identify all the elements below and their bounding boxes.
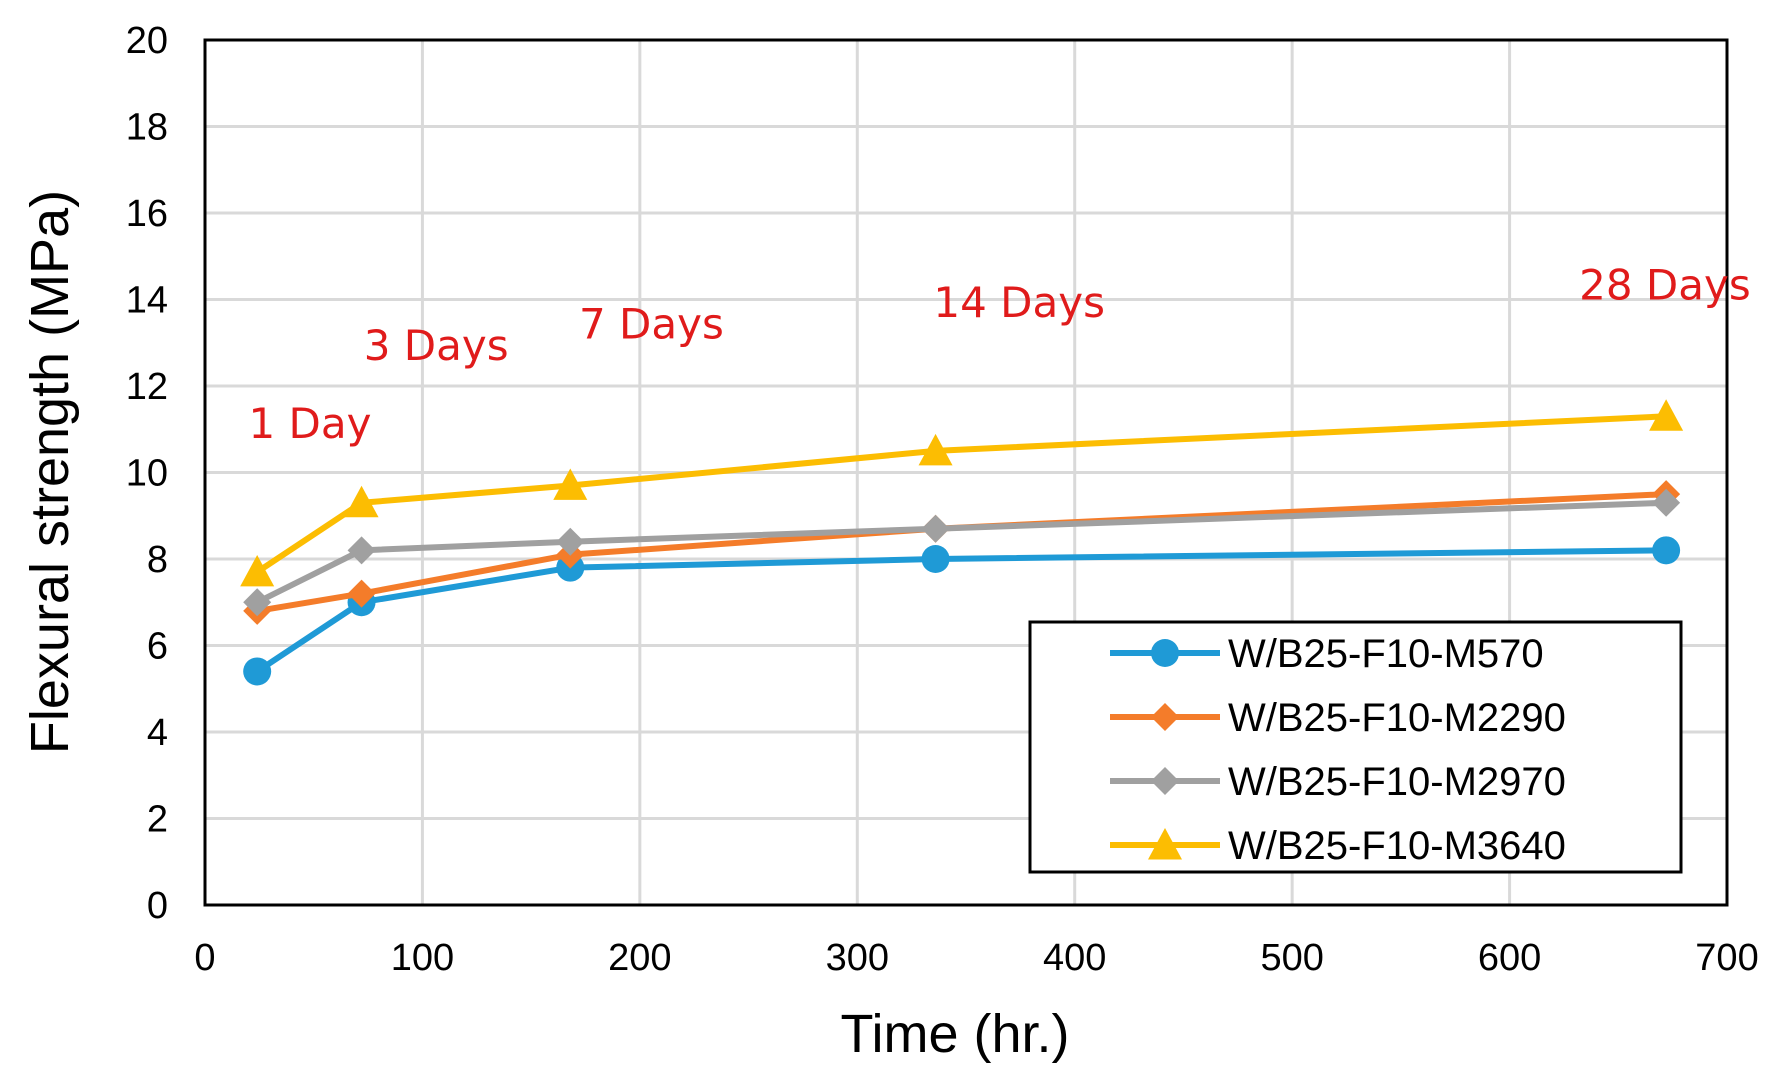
x-tick-label: 100 — [391, 937, 454, 979]
x-tick-label: 700 — [1695, 937, 1758, 979]
data-point — [344, 485, 379, 518]
annotation-7-days: 7 Days — [579, 299, 724, 348]
data-point — [921, 514, 950, 543]
legend-item-w-b25-f10-m2970: W/B25-F10-M2970 — [1110, 760, 1566, 804]
legend-label: W/B25-F10-M2970 — [1228, 760, 1566, 804]
data-point — [921, 545, 950, 573]
series-w-b25-f10-m2970 — [243, 488, 1681, 617]
y-tick-label: 4 — [147, 712, 168, 754]
x-tick-label: 300 — [826, 937, 889, 979]
y-tick-label: 20 — [126, 20, 168, 62]
data-point — [347, 579, 376, 608]
legend-marker — [1151, 703, 1179, 731]
legend: W/B25-F10-M570 W/B25-F10-M2290 W/B25-F10-M… — [1028, 620, 1683, 874]
data-point — [347, 536, 376, 565]
legend-label: W/B25-F10-M570 — [1228, 632, 1544, 676]
data-point — [243, 588, 272, 617]
data-point — [918, 433, 953, 466]
annotation-28-days: 28 Days — [1579, 261, 1751, 310]
series-w-b25-f10-m3640 — [240, 399, 1684, 587]
data-point — [1652, 488, 1681, 517]
plot-area-frame — [203, 38, 1729, 907]
annotation-3-days: 3 Days — [364, 321, 509, 370]
legend-marker — [1148, 828, 1182, 860]
legend-label: W/B25-F10-M3640 — [1228, 824, 1566, 868]
legend-box — [1028, 620, 1683, 874]
legend-item-w-b25-f10-m2290: W/B25-F10-M2290 — [1110, 696, 1566, 740]
legend-item-w-b25-f10-m570: W/B25-F10-M570 — [1110, 632, 1544, 676]
y-axis-ticks: 0 2 4 6 8 10 12 14 16 18 20 — [126, 20, 168, 927]
legend-item-w-b25-f10-m3640: W/B25-F10-M3640 — [1110, 824, 1566, 868]
y-tick-label: 16 — [126, 193, 168, 235]
y-tick-label: 0 — [147, 885, 168, 927]
annotation-14-days: 14 Days — [933, 278, 1105, 327]
x-axis-ticks: 0 100 200 300 400 500 600 700 — [194, 937, 1758, 979]
annotation-1-day: 1 Day — [248, 399, 371, 448]
x-tick-label: 0 — [194, 937, 215, 979]
data-point — [1649, 399, 1684, 431]
data-point — [1652, 536, 1681, 565]
data-point — [240, 554, 275, 587]
x-axis-title: Time (hr.) — [841, 1004, 1070, 1064]
x-tick-label: 200 — [608, 937, 671, 979]
data-point — [556, 527, 585, 556]
data-point — [553, 468, 588, 500]
x-tick-label: 500 — [1260, 937, 1323, 979]
legend-marker — [1151, 767, 1179, 795]
legend-marker — [1151, 639, 1179, 667]
y-tick-label: 14 — [126, 280, 168, 322]
x-tick-label: 400 — [1043, 937, 1106, 979]
y-tick-label: 10 — [126, 453, 168, 495]
y-tick-label: 6 — [147, 626, 168, 668]
y-tick-label: 18 — [126, 107, 168, 149]
y-tick-label: 8 — [147, 539, 168, 581]
annotations: 1 Day 3 Days 7 Days 14 Days 28 Days — [248, 261, 1750, 448]
x-tick-label: 600 — [1478, 937, 1541, 979]
data-point — [243, 657, 272, 686]
y-tick-label: 2 — [147, 799, 168, 841]
series-group — [240, 399, 1684, 686]
y-tick-label: 12 — [126, 366, 168, 408]
legend-label: W/B25-F10-M2290 — [1228, 696, 1566, 740]
y-axis-title: Flexural strength (MPa) — [20, 190, 80, 754]
